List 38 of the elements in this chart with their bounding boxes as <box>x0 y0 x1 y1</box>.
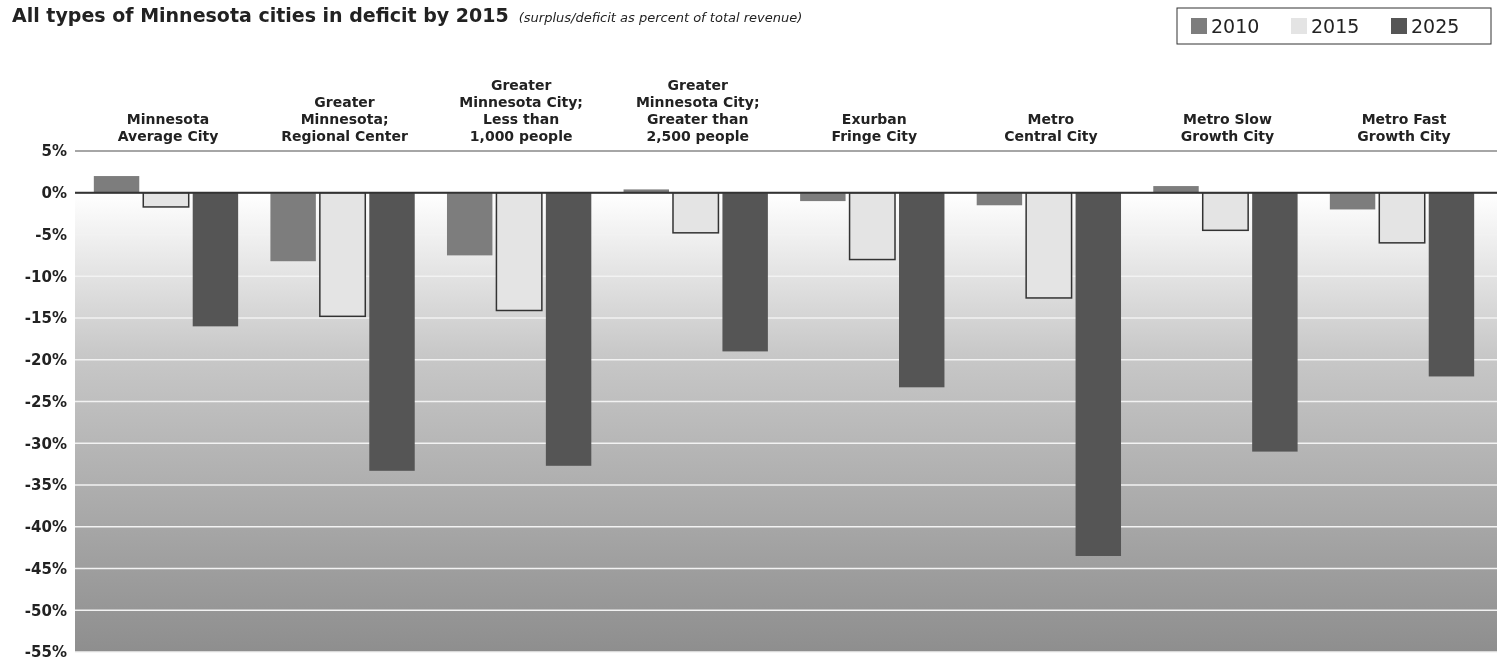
bar <box>1252 192 1298 452</box>
legend-label: 2025 <box>1411 14 1460 37</box>
y-tick-label: -30% <box>24 434 67 453</box>
y-tick-label: -40% <box>24 518 67 536</box>
x-tick-label: Metro Fast Growth City <box>1357 111 1451 144</box>
chart-subtitle: (surplus/deficit as percent of total revenue) <box>518 10 803 25</box>
y-tick-label: -10% <box>24 267 67 286</box>
bar <box>270 192 316 262</box>
bar <box>192 192 239 327</box>
bar <box>545 192 592 466</box>
bar <box>93 176 140 193</box>
x-tick-label: Greater Minnesota; Regional Center <box>281 94 408 144</box>
y-tick-label: -50% <box>24 601 67 620</box>
x-tick-label: Metro Central City <box>1004 111 1098 144</box>
y-tick-label: 5% <box>41 142 67 161</box>
bar <box>446 192 493 256</box>
legend-label: 2010 <box>1211 14 1260 37</box>
x-tick-label: Greater Minnesota City; Less than 1,000 people <box>459 77 583 144</box>
y-tick-label: 0% <box>41 184 67 202</box>
y-tick-label: -5% <box>35 225 67 244</box>
y-tick-label: -25% <box>24 392 67 411</box>
x-tick-label: Minnesota Average City <box>117 111 219 144</box>
y-tick-label: -15% <box>24 309 67 328</box>
bar <box>722 192 768 352</box>
bar <box>899 192 945 388</box>
legend-label: 2015 <box>1311 14 1360 37</box>
bar <box>1153 186 1199 193</box>
chart-title: All types of Minnesota cities in deficit by 2015 <box>12 4 509 26</box>
y-tick-label: -55% <box>24 643 67 662</box>
bar <box>369 192 415 471</box>
x-tick-label: Greater Minnesota City; Greater than 2,500 people <box>635 77 760 144</box>
y-tick-label: -35% <box>24 476 67 495</box>
y-tick-label: -45% <box>24 559 67 578</box>
x-tick-label: Exurban Fringe City <box>831 111 918 144</box>
y-tick-label: -20% <box>24 351 67 369</box>
bar <box>1428 192 1475 377</box>
x-tick-label: Metro Slow Growth City <box>1180 111 1275 144</box>
bar <box>1075 192 1122 556</box>
